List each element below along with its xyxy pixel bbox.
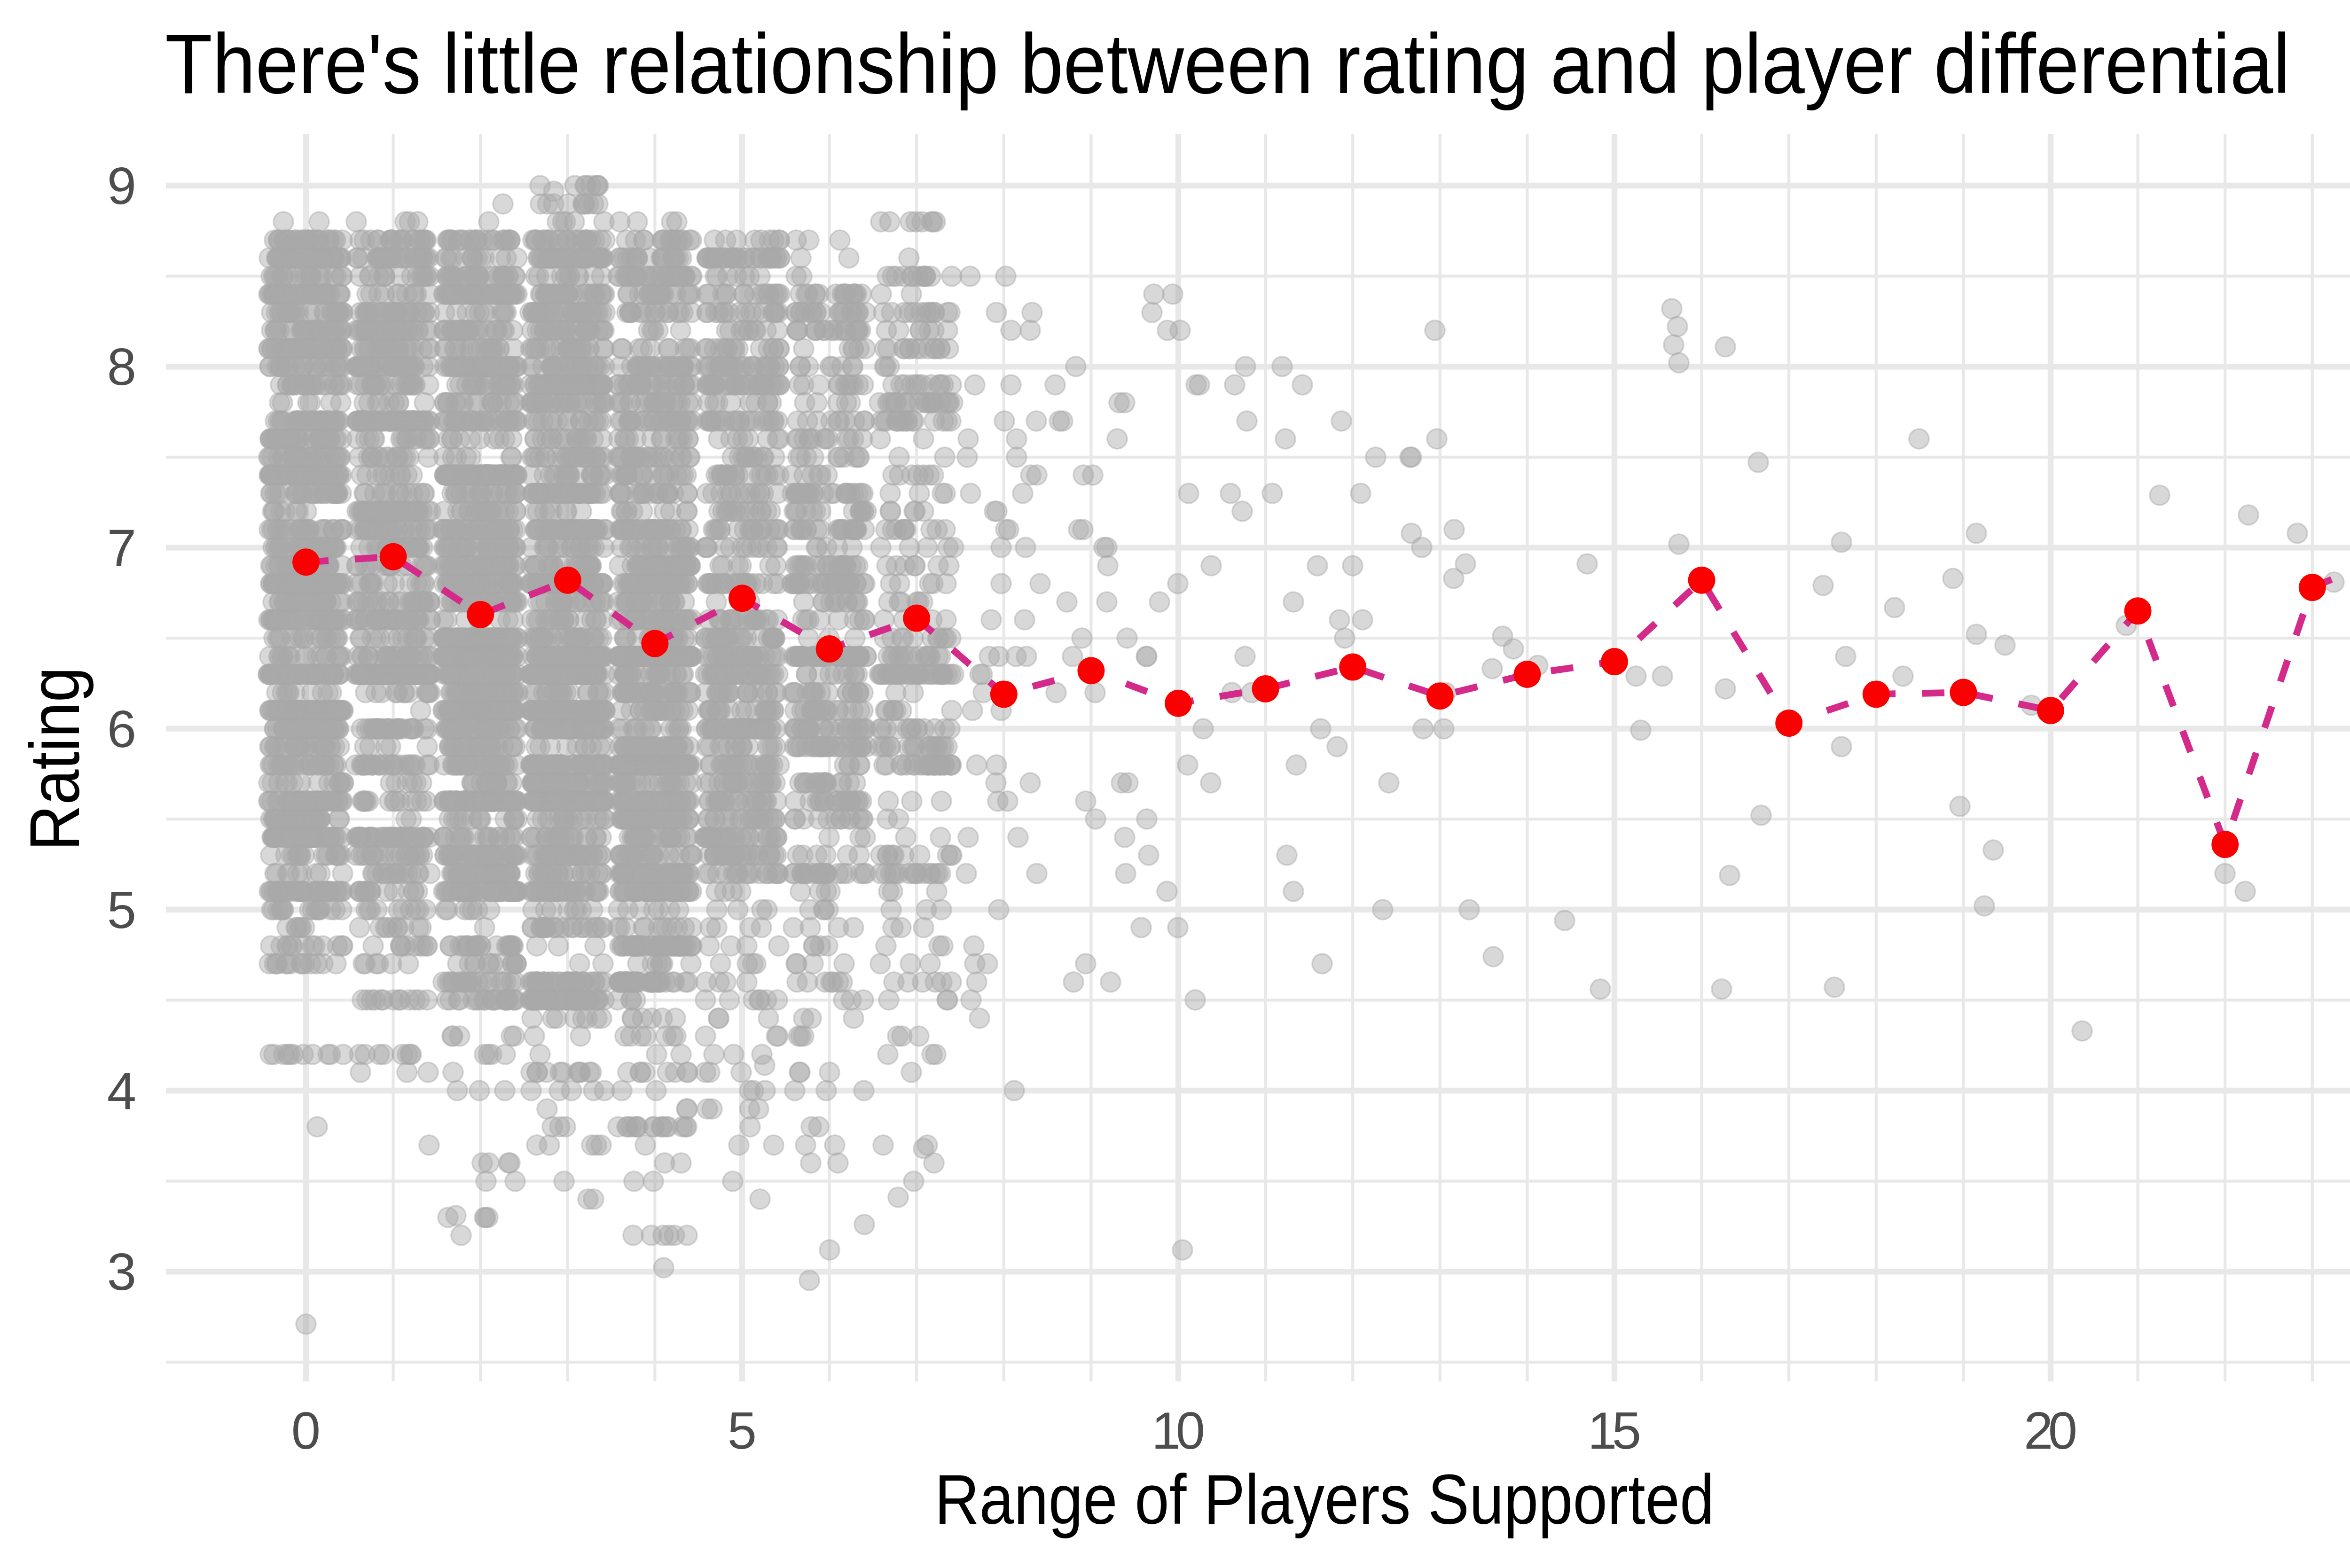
svg-text:9: 9 xyxy=(107,156,136,215)
svg-text:7: 7 xyxy=(107,518,136,577)
svg-text:15: 15 xyxy=(1588,1401,1641,1460)
svg-text:10: 10 xyxy=(1152,1401,1205,1460)
svg-text:3: 3 xyxy=(107,1242,136,1301)
svg-text:0: 0 xyxy=(291,1401,321,1460)
svg-text:Rating: Rating xyxy=(15,667,94,851)
svg-text:Range of Players Supported: Range of Players Supported xyxy=(935,1460,1715,1539)
svg-text:5: 5 xyxy=(728,1401,757,1460)
svg-text:4: 4 xyxy=(107,1061,136,1120)
svg-text:20: 20 xyxy=(2024,1401,2077,1460)
svg-text:There's little relationship be: There's little relationship between rati… xyxy=(165,16,2290,111)
svg-text:8: 8 xyxy=(107,337,136,396)
svg-text:6: 6 xyxy=(107,700,136,758)
svg-text:5: 5 xyxy=(107,881,136,939)
